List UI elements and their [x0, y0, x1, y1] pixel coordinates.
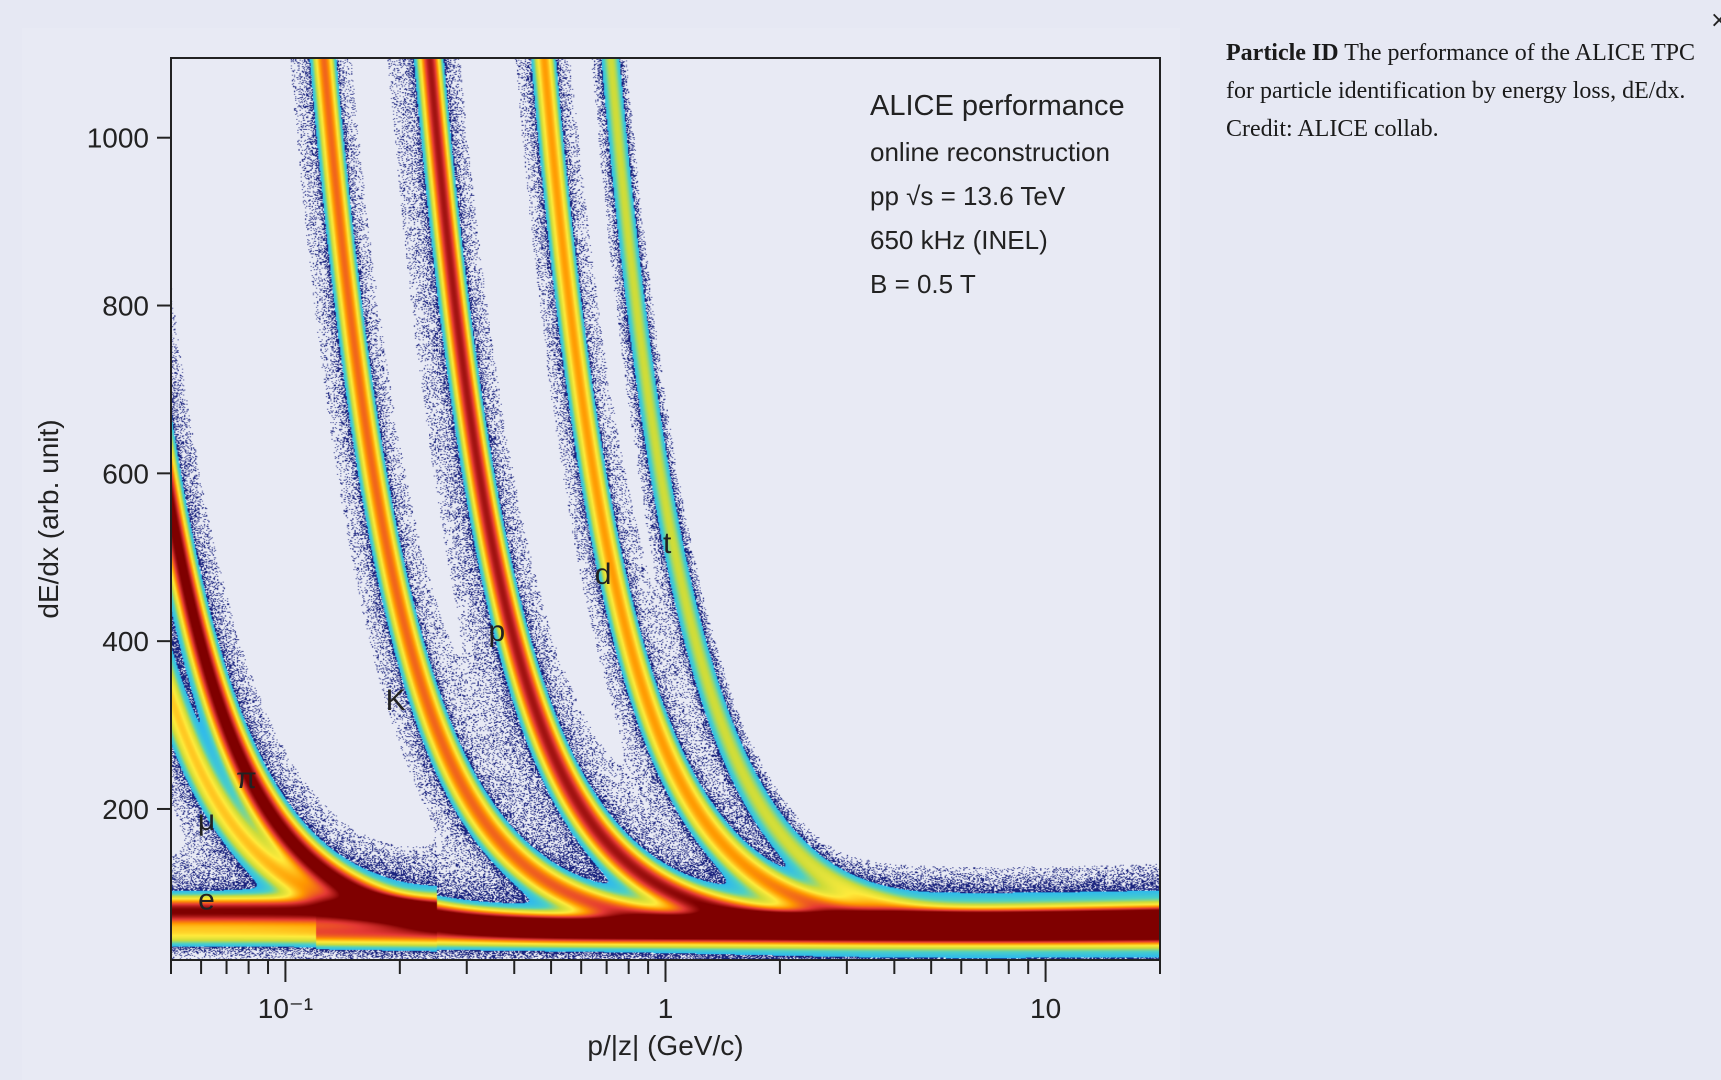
figure-caption: Particle ID The performance of the ALICE… [1226, 34, 1716, 148]
y-tick-label: 800 [102, 291, 149, 322]
y-tick-label: 1000 [87, 123, 149, 154]
particle-label: e [198, 884, 215, 917]
chart-axes: 200 400 600 800 1000 10⁻¹ 1 10 p/|z| (GeV/c) dE/d… [33, 57, 1161, 1061]
particle-label: μ [198, 804, 215, 837]
dedx-heatmap [171, 58, 1160, 960]
particle-label: π [236, 762, 257, 795]
y-tick-label: 200 [102, 794, 149, 825]
y-axis-title: dE/dx (arb. unit) [33, 419, 64, 618]
y-tick-label: 600 [102, 458, 149, 489]
caption-heading: Particle ID [1226, 40, 1339, 66]
x-axis-title: p/|z| (GeV/c) [587, 1030, 743, 1061]
legend-line: 650 kHz (INEL) [870, 225, 1048, 255]
legend-line: online reconstruction [870, 137, 1110, 167]
x-tick-label: 10 [1030, 993, 1061, 1024]
close-icon[interactable]: × [1710, 8, 1721, 33]
particle-label: t [663, 527, 672, 560]
x-tick-label: 1 [658, 993, 674, 1024]
legend-line: B = 0.5 T [870, 269, 976, 299]
particle-label: d [595, 558, 612, 591]
caption-text: The performance of the ALICE TPC for par… [1226, 40, 1695, 142]
particle-label: K [386, 684, 406, 717]
y-tick-label: 400 [102, 626, 149, 657]
particle-label: p [489, 615, 506, 648]
legend-title: ALICE performance [870, 90, 1125, 122]
x-tick-label: 10⁻¹ [258, 993, 313, 1024]
legend-line: pp √s = 13.6 TeV [870, 181, 1066, 211]
